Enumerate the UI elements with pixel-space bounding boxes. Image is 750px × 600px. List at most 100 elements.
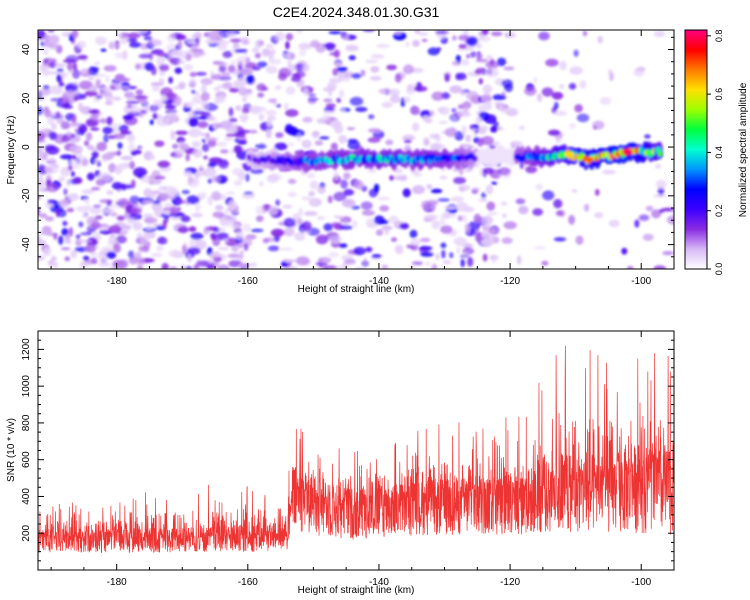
heatmap-cell bbox=[525, 165, 538, 174]
heatmap-cell bbox=[227, 65, 236, 73]
heatmap-cell bbox=[99, 172, 112, 182]
heatmap-cell bbox=[117, 142, 123, 149]
heatmap-cell bbox=[661, 207, 674, 212]
heatmap-cell bbox=[255, 205, 266, 215]
heatmap-cell bbox=[91, 186, 101, 191]
heatmap-cell bbox=[412, 39, 420, 47]
snr-x-tick-label: -180 bbox=[107, 577, 127, 588]
heatmap-cell bbox=[466, 36, 478, 47]
spectrogram-y-ticks: -40 -20 0 20 40 bbox=[21, 36, 674, 270]
heatmap-cell bbox=[402, 134, 415, 141]
heatmap-cell bbox=[95, 36, 107, 46]
heatmap-cell bbox=[78, 80, 93, 90]
heatmap-cell bbox=[430, 142, 442, 151]
heatmap-cell bbox=[39, 65, 50, 73]
heatmap-cell bbox=[120, 129, 130, 135]
snr-x-tick-label: -100 bbox=[631, 577, 651, 588]
colorbar-tick-label: 0.2 bbox=[714, 204, 724, 217]
heatmap-cell bbox=[186, 181, 192, 186]
heatmap-cell bbox=[375, 229, 384, 236]
heatmap-cell bbox=[333, 171, 339, 181]
heatmap-cell bbox=[516, 255, 522, 265]
heatmap-cell bbox=[65, 55, 79, 63]
snr-x-tick-label: -140 bbox=[369, 577, 389, 588]
spectrogram-x-ticks: -180 -160 -140 -120 -100 bbox=[50, 30, 675, 287]
heatmap-cell bbox=[311, 130, 320, 137]
heatmap-cell bbox=[419, 237, 431, 243]
heatmap-cell bbox=[339, 243, 348, 248]
heatmap-cell bbox=[213, 226, 220, 233]
heatmap-cell bbox=[250, 168, 264, 174]
heatmap-cell bbox=[60, 166, 71, 177]
snr-x-ticks: -180 -160 -140 -120 -100 bbox=[50, 331, 675, 588]
heatmap-cell bbox=[119, 36, 129, 45]
heatmap-cell bbox=[239, 114, 249, 121]
heatmap-cell bbox=[355, 106, 368, 112]
heatmap-cell bbox=[63, 188, 68, 196]
heatmap-cell bbox=[334, 265, 349, 269]
heatmap-cell bbox=[194, 173, 200, 180]
heatmap-cell bbox=[69, 122, 83, 127]
heatmap-cell bbox=[211, 191, 222, 201]
heatmap-cell bbox=[482, 253, 488, 262]
heatmap-cell bbox=[87, 144, 94, 151]
heatmap-cell bbox=[666, 215, 674, 225]
heatmap-cell bbox=[481, 192, 487, 199]
heatmap-cell bbox=[45, 145, 60, 155]
heatmap-cell bbox=[340, 225, 353, 230]
heatmap-cell bbox=[210, 233, 217, 241]
heatmap-cell bbox=[94, 61, 101, 65]
heatmap-cell bbox=[68, 193, 79, 201]
heatmap-cell bbox=[174, 67, 183, 74]
heatmap-cell bbox=[99, 256, 109, 264]
heatmap-cell bbox=[152, 113, 158, 120]
heatmap-cell bbox=[316, 216, 326, 221]
heatmap-cell bbox=[465, 90, 479, 101]
heatmap-cell bbox=[149, 104, 159, 112]
heatmap-cell bbox=[84, 244, 96, 253]
heatmap-cell bbox=[222, 82, 233, 90]
heatmap-cell bbox=[453, 236, 467, 246]
heatmap-cell bbox=[538, 31, 550, 41]
heatmap-cell bbox=[524, 86, 537, 96]
heatmap-cell bbox=[91, 150, 99, 159]
colorbar-tick-label: 0.8 bbox=[714, 30, 724, 43]
heatmap-cell bbox=[657, 150, 663, 157]
heatmap-cell bbox=[662, 251, 674, 256]
heatmap-cell bbox=[135, 30, 148, 34]
heatmap-cell bbox=[261, 48, 271, 57]
heatmap-cell bbox=[373, 183, 380, 193]
heatmap-cell bbox=[304, 142, 309, 146]
heatmap-cell bbox=[234, 245, 239, 253]
heatmap-cell bbox=[472, 132, 478, 137]
heatmap-cell bbox=[461, 125, 467, 135]
heatmap-cell bbox=[249, 105, 262, 115]
heatmap-cell bbox=[593, 125, 597, 130]
heatmap-cell bbox=[112, 96, 122, 101]
heatmap-cell bbox=[385, 139, 394, 146]
heatmap-cell bbox=[163, 209, 172, 215]
heatmap-cell bbox=[323, 265, 337, 269]
heatmap-cell bbox=[111, 182, 123, 190]
heatmap-cell bbox=[455, 48, 467, 52]
heatmap-cell bbox=[157, 236, 168, 245]
heatmap-cell bbox=[328, 236, 343, 244]
heatmap-cell bbox=[268, 59, 282, 65]
heatmap-cell bbox=[388, 88, 400, 96]
heatmap-cell bbox=[177, 40, 183, 51]
heatmap-cell bbox=[235, 105, 242, 111]
heatmap-cell bbox=[58, 75, 63, 84]
heatmap-cell bbox=[256, 61, 268, 68]
heatmap-cell bbox=[423, 214, 438, 221]
heatmap-cell bbox=[106, 251, 117, 259]
heatmap-cell bbox=[93, 204, 102, 208]
heatmap-cell bbox=[370, 66, 380, 73]
heatmap-cell bbox=[621, 247, 628, 255]
heatmap-cell bbox=[541, 260, 549, 266]
heatmap-cell bbox=[255, 215, 264, 222]
heatmap-cell bbox=[394, 30, 402, 36]
heatmap-cell bbox=[126, 37, 138, 43]
heatmap-cell bbox=[120, 155, 133, 161]
heatmap-cell bbox=[322, 86, 336, 92]
heatmap-cell bbox=[39, 213, 48, 218]
